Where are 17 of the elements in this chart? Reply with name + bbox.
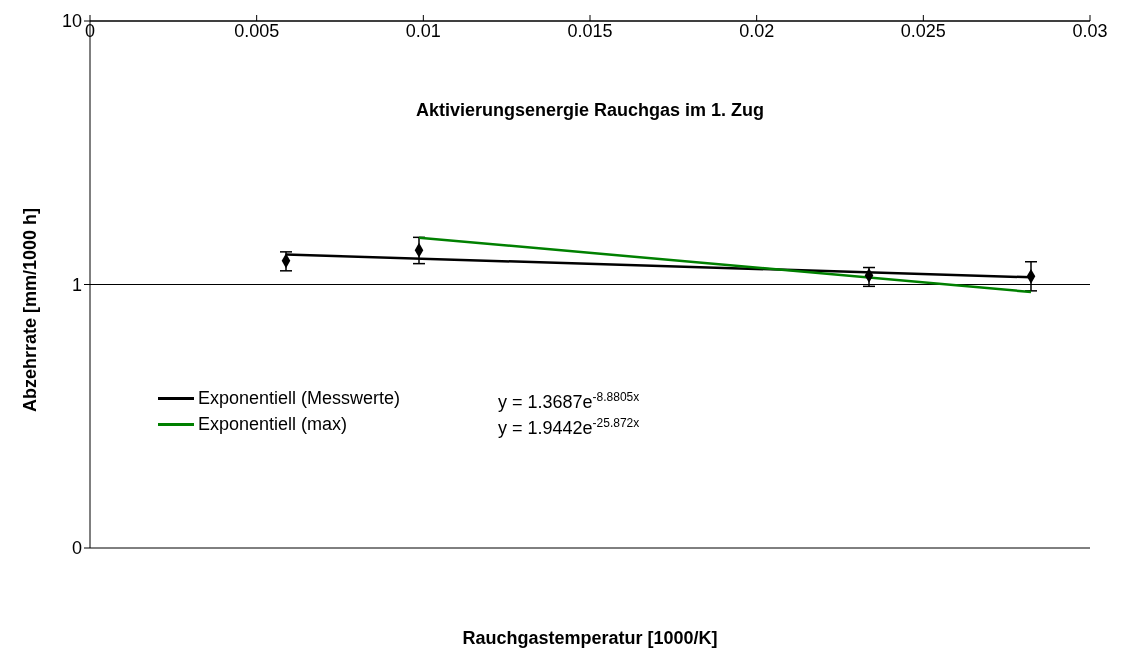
x-tick-label: 0.025 (900, 21, 946, 41)
y-axis-title: Abzehrrate [mm/1000 h] (19, 207, 41, 413)
annotation: y = 1.9442e$^{-25.872x}$ (498, 416, 640, 439)
x-tick-label: 0.015 (567, 21, 613, 41)
annotation: y = 1.3687e$^{-8.8805x}$ (498, 390, 640, 413)
x-tick-label: 0 (84, 21, 96, 41)
y-tick-label: 1 (71, 274, 82, 295)
text: Aktivierungsenergie Rauchgas im 1. Zug (414, 100, 766, 121)
x-tick-label: 0.03 (1072, 21, 1108, 41)
legend-label: Exponentiell (max) (198, 413, 348, 435)
y-tick-label: 10 (61, 11, 82, 32)
legend-label: Exponentiell (Messwerte) (198, 387, 401, 409)
x-tick-label: 0.01 (405, 21, 441, 41)
x-axis-title: Rauchgastemperatur [1000/K] (461, 628, 719, 649)
y-tick-label: 0 (71, 538, 82, 559)
x-tick-label: 0.02 (739, 21, 775, 41)
x-tick-label: 0.005 (234, 21, 280, 41)
